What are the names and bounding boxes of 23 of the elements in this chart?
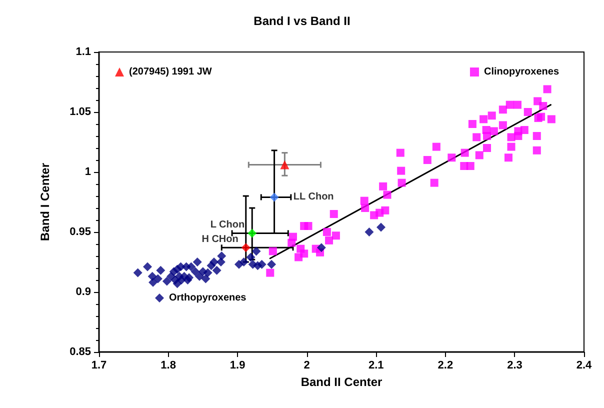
y-tick-label: 1	[84, 166, 91, 178]
x-axis-title: Band II Center	[300, 374, 382, 389]
x-tick-label: 2.1	[368, 360, 384, 372]
y-tick-label: 0.9	[76, 286, 91, 298]
chart-title: Band I vs Band II	[254, 14, 350, 28]
series-label: L Chon	[210, 220, 245, 231]
x-tick-label: 2.4	[576, 360, 593, 372]
y-tick-label: 1.1	[76, 46, 91, 58]
y-tick-label: 0.85	[70, 346, 91, 358]
series-label: H CHon	[202, 234, 238, 246]
legend-label: Orthopyroxenes	[169, 292, 247, 304]
x-tick-label: 2.3	[507, 360, 522, 372]
y-tick-label: 1.05	[70, 106, 91, 118]
x-tick-label: 1.9	[230, 360, 246, 372]
series-label: LL Chon	[293, 192, 334, 203]
x-tick-label: 2.2	[438, 360, 454, 372]
x-tick-label: 1.7	[91, 360, 107, 372]
legend-label: (207945) 1991 JW	[129, 66, 212, 78]
y-tick-label: 0.95	[70, 226, 91, 238]
x-tick-label: 1.8	[160, 360, 176, 372]
y-axis-title: Band I Center	[38, 162, 52, 242]
legend-label: Clinopyroxenes	[484, 66, 560, 78]
x-tick-label: 2	[304, 360, 310, 372]
